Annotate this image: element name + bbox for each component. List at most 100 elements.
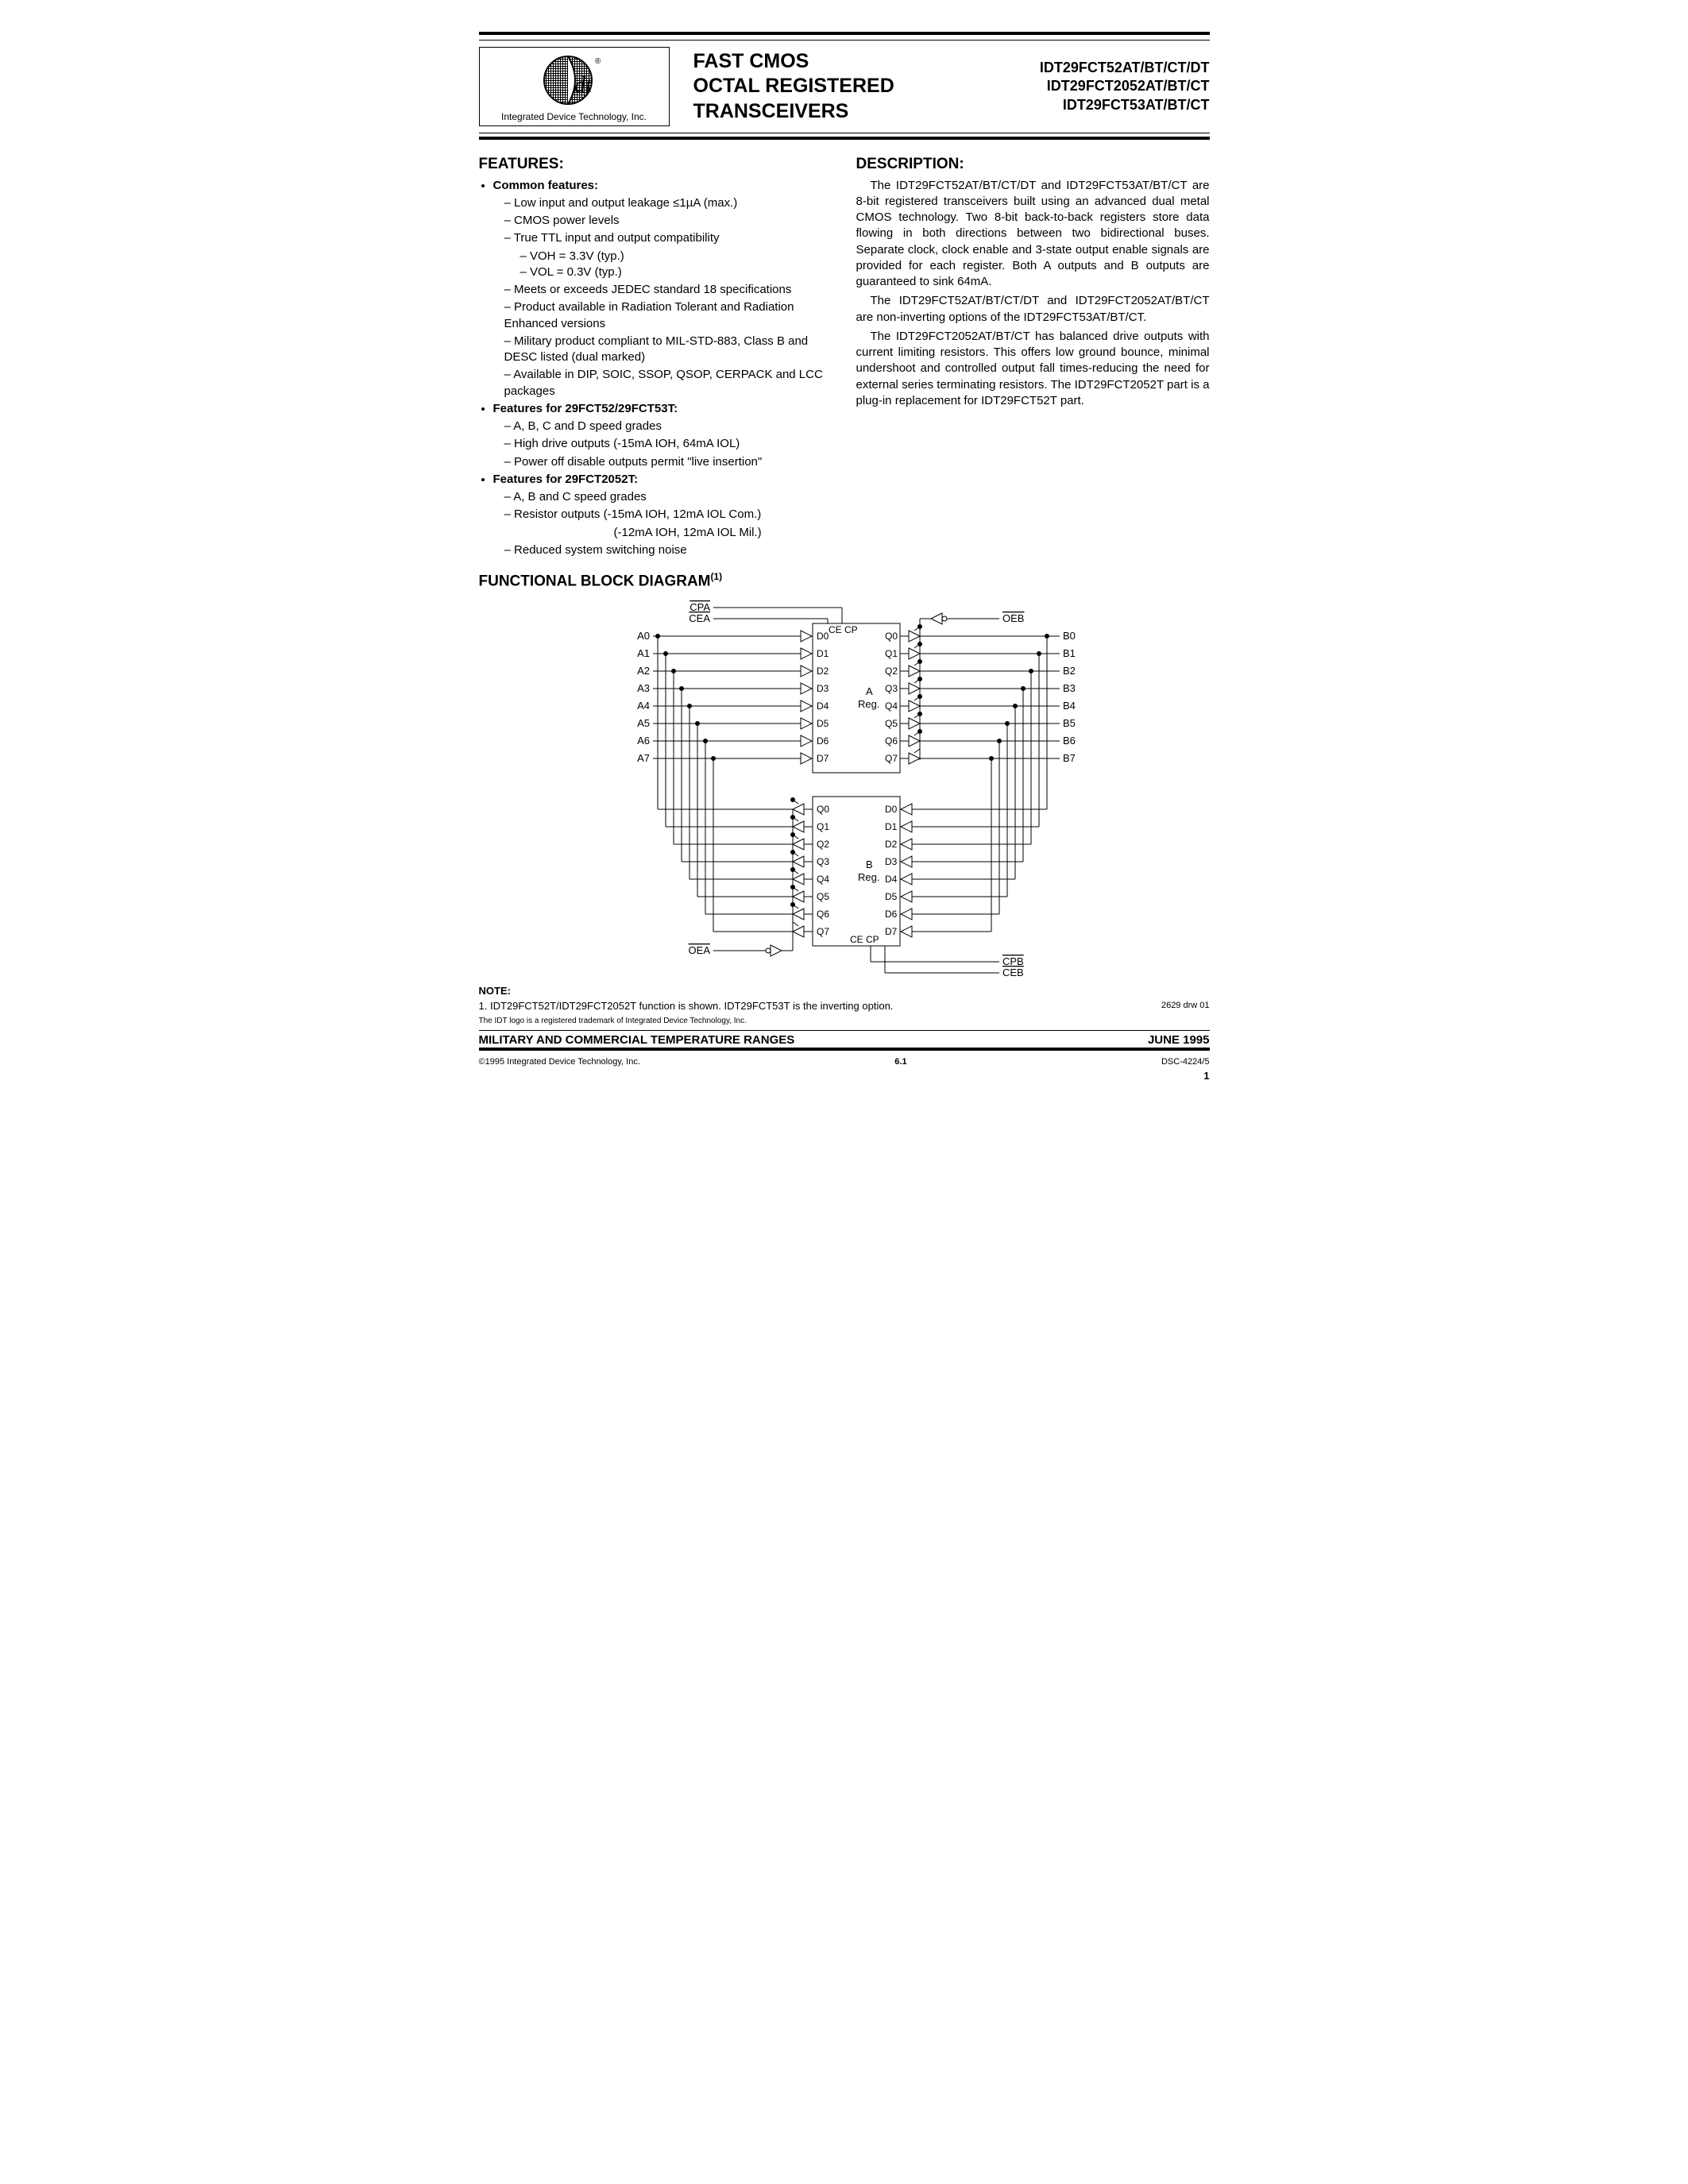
features-heading: FEATURES:	[479, 154, 832, 175]
idt-logo-icon: dt ®	[535, 52, 614, 108]
svg-text:Q4: Q4	[817, 874, 829, 885]
section-num: 6.1	[894, 1057, 906, 1067]
feat-0-1: CMOS power levels	[504, 213, 832, 229]
svg-text:D4: D4	[885, 874, 898, 885]
feat-0-sub-0: – VOH = 3.3V (typ.)	[493, 249, 832, 264]
feat-2-0: A, B and C speed grades	[504, 489, 832, 505]
svg-text:B4: B4	[1063, 700, 1076, 712]
title-line-2: OCTAL REGISTERED	[693, 75, 894, 97]
feat-0-0: Low input and output leakage ≤1µA (max.)	[504, 195, 832, 211]
svg-text:Q1: Q1	[817, 821, 829, 832]
company-name: Integrated Device Technology, Inc.	[486, 111, 662, 122]
svg-text:Q6: Q6	[885, 735, 898, 747]
desc-p1: The IDT29FCT52AT/BT/CT/DT and IDT29FCT53…	[856, 178, 1210, 291]
note-head: NOTE:	[479, 985, 1210, 997]
dsc-num: DSC-4224/5	[1161, 1057, 1210, 1067]
block-diagram-heading-text: FUNCTIONAL BLOCK DIAGRAM	[479, 573, 711, 589]
desc-p3: The IDT29FCT2052AT/BT/CT has balanced dr…	[856, 329, 1210, 409]
group-1-label: Features for 29FCT52/29FCT53T:	[493, 402, 678, 415]
svg-text:B2: B2	[1063, 665, 1076, 677]
svg-text:A6: A6	[637, 735, 650, 747]
svg-text:B1: B1	[1063, 647, 1076, 659]
svg-text:D5: D5	[817, 718, 829, 729]
regb-b: B	[866, 859, 873, 870]
svg-text:Q3: Q3	[885, 683, 898, 694]
feat-1-0: A, B, C and D speed grades	[504, 419, 832, 434]
svg-text:Q1: Q1	[885, 648, 898, 659]
copyright: ©1995 Integrated Device Technology, Inc.	[479, 1057, 640, 1067]
svg-text:D2: D2	[817, 666, 829, 677]
footer-right: JUNE 1995	[1148, 1033, 1210, 1047]
svg-text:D6: D6	[817, 735, 829, 747]
svg-text:A0: A0	[637, 630, 650, 642]
feat-2-2: Reduced system switching noise	[504, 542, 832, 558]
feat-0-6: Available in DIP, SOIC, SSOP, QSOP, CERP…	[504, 367, 832, 399]
svg-text:D7: D7	[817, 753, 829, 764]
feat-1-1: High drive outputs (-15mA IOH, 64mA IOL)	[504, 436, 832, 452]
svg-text:Q7: Q7	[885, 753, 898, 764]
svg-text:B0: B0	[1063, 630, 1076, 642]
svg-text:D4: D4	[817, 700, 829, 712]
sig-cpb: CPB	[1002, 955, 1024, 967]
svg-text:B3: B3	[1063, 682, 1076, 694]
svg-text:B5: B5	[1063, 717, 1076, 729]
part-numbers: IDT29FCT52AT/BT/CT/DT IDT29FCT2052AT/BT/…	[1003, 47, 1210, 126]
svg-text:Q4: Q4	[885, 700, 898, 712]
rega-a: A	[866, 685, 873, 697]
feat-2-extra: (-12mA IOH, 12mA IOL Mil.)	[493, 525, 832, 541]
svg-text:D3: D3	[885, 856, 898, 867]
part-2: IDT29FCT2052AT/BT/CT	[1003, 77, 1210, 95]
group-0-label: Common features:	[493, 179, 599, 192]
logo-box: dt ® Integrated Device Technology, Inc.	[479, 47, 670, 126]
feat-0-5: Military product compliant to MIL-STD-88…	[504, 334, 832, 366]
trademark-text: The IDT logo is a registered trademark o…	[479, 1017, 1210, 1025]
footer-bar: MILITARY AND COMMERCIAL TEMPERATURE RANG…	[479, 1030, 1210, 1051]
svg-text:D1: D1	[885, 821, 898, 832]
part-1: IDT29FCT52AT/BT/CT/DT	[1003, 59, 1210, 77]
description-column: DESCRIPTION: The IDT29FCT52AT/BT/CT/DT a…	[856, 154, 1210, 560]
svg-text:Q3: Q3	[817, 856, 829, 867]
sig-cea: CEA	[689, 612, 710, 624]
feat-0-4: Product available in Radiation Tolerant …	[504, 299, 832, 332]
sig-oea: OEA	[688, 944, 710, 956]
svg-text:D3: D3	[817, 683, 829, 694]
svg-text:D2: D2	[885, 839, 898, 850]
feat-0-sub-1: – VOL = 0.3V (typ.)	[493, 264, 832, 280]
regb-bot: CE CP	[850, 934, 879, 945]
sig-oeb: OEB	[1002, 612, 1024, 624]
block-diagram-heading: FUNCTIONAL BLOCK DIAGRAM(1)	[479, 571, 1210, 590]
svg-text:A1: A1	[637, 647, 650, 659]
svg-text:Q0: Q0	[817, 804, 829, 815]
title: FAST CMOS OCTAL REGISTERED TRANSCEIVERS	[670, 47, 1003, 126]
page-num: 1	[479, 1070, 1210, 1082]
title-line-1: FAST CMOS	[693, 50, 809, 72]
block-diagram-sup: (1)	[711, 571, 723, 582]
svg-text:D7: D7	[885, 926, 898, 937]
svg-text:A3: A3	[637, 682, 650, 694]
svg-text:®: ®	[595, 57, 601, 66]
svg-text:B7: B7	[1063, 752, 1076, 764]
svg-text:Q2: Q2	[817, 839, 829, 850]
svg-text:A5: A5	[637, 717, 650, 729]
svg-text:Q6: Q6	[817, 909, 829, 920]
svg-text:D6: D6	[885, 909, 898, 920]
description-heading: DESCRIPTION:	[856, 154, 1210, 175]
svg-text:Q2: Q2	[885, 666, 898, 677]
svg-text:A4: A4	[637, 700, 650, 712]
svg-text:Q0: Q0	[885, 631, 898, 642]
feat-1-2: Power off disable outputs permit "live i…	[504, 454, 832, 470]
svg-text:D1: D1	[817, 648, 829, 659]
svg-text:D0: D0	[817, 631, 829, 642]
rega-top: CE CP	[829, 624, 858, 635]
feat-0-2: True TTL input and output compatibility	[504, 230, 832, 246]
svg-text:D0: D0	[885, 804, 898, 815]
svg-text:D5: D5	[885, 891, 898, 902]
footer-left: MILITARY AND COMMERCIAL TEMPERATURE RANG…	[479, 1033, 795, 1047]
feat-2-1: Resistor outputs (-15mA IOH, 12mA IOL Co…	[504, 507, 832, 523]
svg-text:A7: A7	[637, 752, 650, 764]
features-column: FEATURES: Common features: Low input and…	[479, 154, 832, 560]
sig-ceb: CEB	[1002, 967, 1024, 978]
block-diagram: CPA CEA CE CP OEB A0D0Q0B0A1D1Q1B1A2D2Q2…	[479, 592, 1210, 985]
rega-reg: Reg.	[858, 698, 879, 710]
title-line-3: TRANSCEIVERS	[693, 100, 849, 122]
